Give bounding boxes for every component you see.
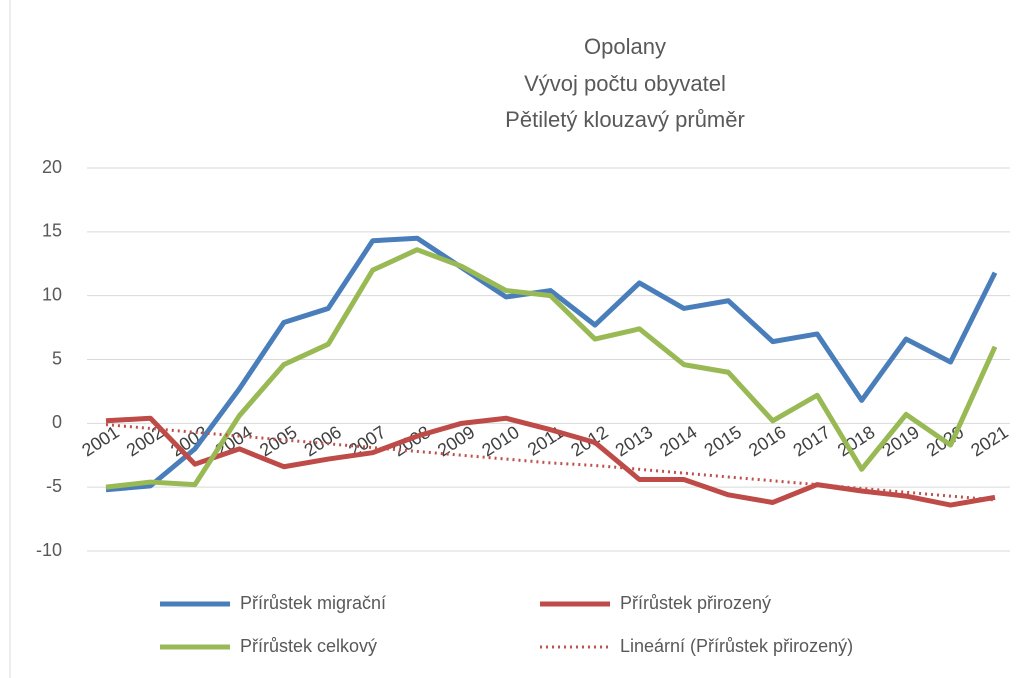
y-tick-label: 20 <box>42 157 62 177</box>
y-tick-label: -10 <box>36 540 62 560</box>
y-tick-label: -5 <box>46 476 62 496</box>
y-tick-label: 10 <box>42 284 62 304</box>
y-tick-label: 0 <box>52 412 62 432</box>
y-tick-label: 15 <box>42 221 62 241</box>
series-line <box>105 247 998 490</box>
legend-label: Lineární (Přírůstek přirozený) <box>620 636 853 656</box>
legend-label: Přírůstek přirozený <box>620 593 771 613</box>
series-line <box>105 415 996 508</box>
chart-title: Vývoj počtu obyvatel <box>524 71 726 96</box>
chart-title: Opolany <box>584 34 666 59</box>
legend-label: Přírůstek migrační <box>240 593 386 613</box>
chart-title: Pětiletý klouzavý průměr <box>505 107 745 132</box>
series-line <box>105 235 998 493</box>
y-tick-label: 5 <box>52 348 62 368</box>
legend-label: Přírůstek celkový <box>240 636 377 656</box>
